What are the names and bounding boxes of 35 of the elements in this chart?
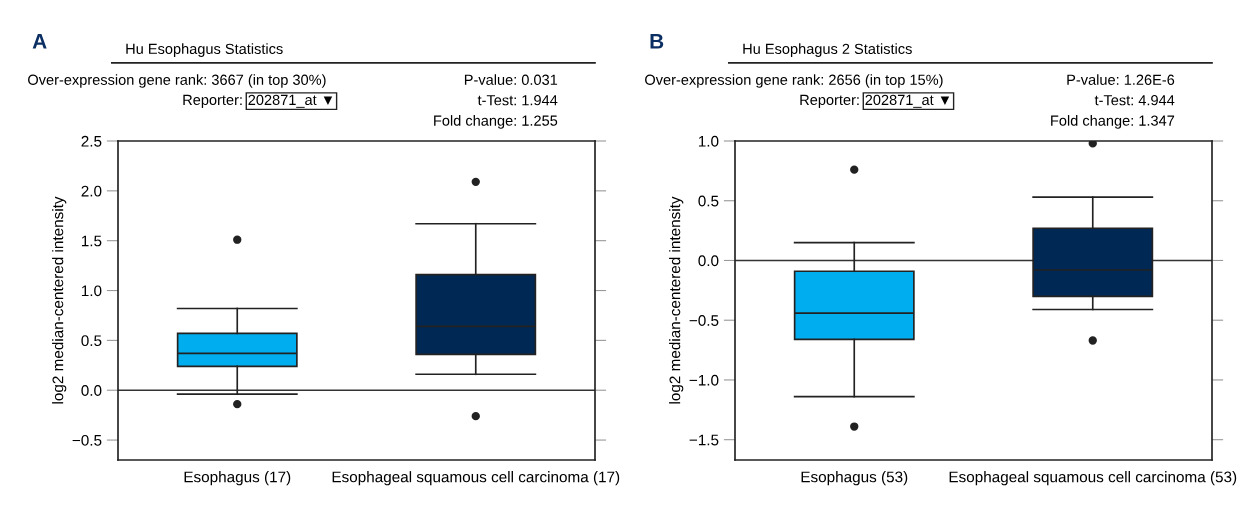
y-tick-label: 2.0: [81, 185, 102, 197]
y-axis-title: log2 median-centered intensity: [669, 196, 684, 404]
text: Over-expression gene rank: 3667 (in top 30%): [28, 74, 326, 88]
y-tick-label: 1.5: [81, 235, 102, 247]
y-tick-label: −1.0: [689, 374, 719, 386]
text: t-Test: 1.944: [477, 95, 558, 106]
text: Reporter:: [183, 94, 242, 108]
text: P-value: 1.26E-6: [1067, 74, 1175, 85]
x-tick-label: Esophagus (53): [801, 471, 908, 486]
y-tick-label: −0.5: [689, 315, 719, 326]
y-tick-label: 0.0: [698, 255, 719, 267]
text: Over-expression gene rank: 2656 (in top 15%): [645, 74, 943, 88]
y-tick-label: 1.0: [81, 285, 102, 297]
x-tick-label: Esophagus (17): [184, 471, 291, 486]
text: P-value: 0.031: [464, 74, 558, 85]
text: A: [32, 34, 47, 49]
y-tick-label: 0.5: [698, 195, 719, 207]
text: Fold change: 1.255: [434, 115, 558, 129]
y-tick-label: 1.0: [698, 135, 719, 147]
text: t-Test: 4.944: [1094, 95, 1175, 106]
text: Fold change: 1.347: [1051, 115, 1175, 129]
text: 202871_at ▼: [248, 94, 333, 108]
y-tick-label: 2.5: [81, 135, 102, 147]
y-tick-label: 0.0: [81, 385, 102, 396]
text: Reporter:: [800, 94, 859, 108]
x-tick-label: Esophageal squamous cell carcinoma (17): [332, 471, 620, 486]
y-axis-title: log2 median-centered intensity: [52, 196, 67, 404]
chart-title: Hu Esophagus Statistics: [126, 43, 283, 57]
text: 202871_at ▼: [865, 94, 950, 108]
y-tick-label: −0.5: [72, 434, 102, 446]
y-tick-label: 0.5: [81, 335, 102, 347]
x-tick-label: Esophageal squamous cell carcinoma (53): [949, 471, 1237, 486]
chart-title: Hu Esophagus 2 Statistics: [743, 43, 912, 57]
text: B: [650, 34, 664, 49]
y-tick-label: −1.5: [689, 434, 719, 446]
